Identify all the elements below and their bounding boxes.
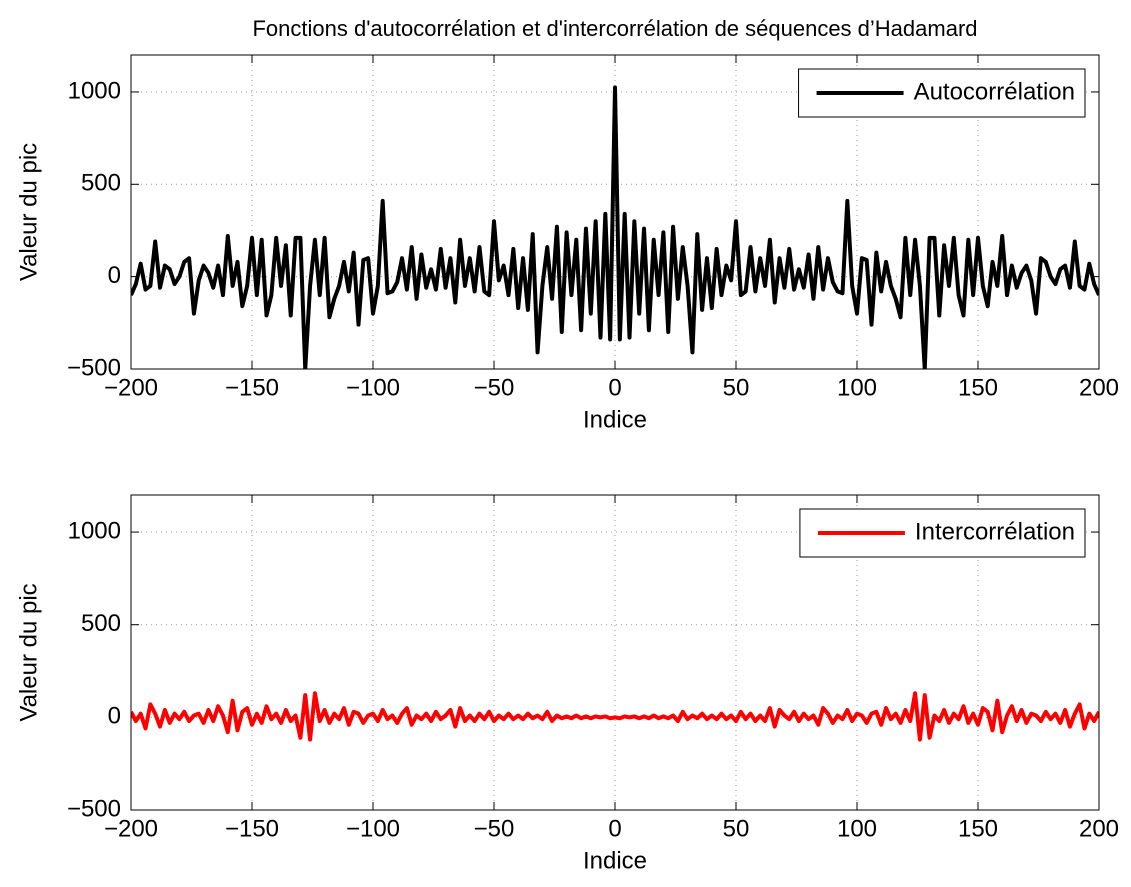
x-tick-label: 200 (1079, 374, 1119, 401)
y-tick-label: −500 (67, 795, 121, 822)
x-tick-label: −50 (474, 374, 515, 401)
data-line (131, 691, 1099, 742)
axes-frame (130, 494, 1100, 811)
y-tick-label: 500 (81, 610, 121, 637)
x-tick-label: −150 (225, 815, 279, 842)
y-axis-label: Valeur du pic (15, 143, 42, 281)
x-tick-label: 0 (608, 374, 621, 401)
x-tick-label: −200 (104, 374, 158, 401)
legend-label: Intercorrélation (915, 518, 1075, 545)
y-tick-label: 0 (108, 262, 121, 289)
axes: −200 −150 −100 −50 0 50 100 150 200−50005001000I… (15, 494, 1119, 874)
x-tick-label: 100 (837, 374, 877, 401)
chart-title: Fonctions d'autocorrélation et d'interco… (252, 16, 977, 41)
axes: −200 −150 −100 −50 0 50 100 150 200−50005001000I… (15, 54, 1119, 433)
x-tick-label: −150 (225, 374, 279, 401)
x-tick-label: 150 (958, 374, 998, 401)
axes-frame (130, 54, 1100, 370)
data-line (131, 85, 1099, 369)
x-tick-label: −200 (104, 815, 158, 842)
x-tick-label: −100 (346, 374, 400, 401)
x-tick-label: −50 (474, 815, 515, 842)
y-tick-label: −500 (67, 354, 121, 381)
y-tick-label: 0 (108, 703, 121, 730)
x-tick-label: −100 (346, 815, 400, 842)
x-tick-label: 50 (723, 374, 750, 401)
y-tick-label: 1000 (68, 77, 121, 104)
x-axis-label: Indice (583, 406, 647, 433)
y-tick-label: 500 (81, 170, 121, 197)
y-tick-label: 1000 (68, 517, 121, 544)
x-tick-label: 150 (958, 815, 998, 842)
x-tick-label: 100 (837, 815, 877, 842)
x-tick-label: 50 (723, 815, 750, 842)
x-axis-label: Indice (583, 847, 647, 874)
x-tick-label: 0 (608, 815, 621, 842)
x-tick-label: 200 (1079, 815, 1119, 842)
legend-label: Autocorrélation (914, 78, 1075, 105)
y-axis-label: Valeur du pic (15, 583, 42, 721)
